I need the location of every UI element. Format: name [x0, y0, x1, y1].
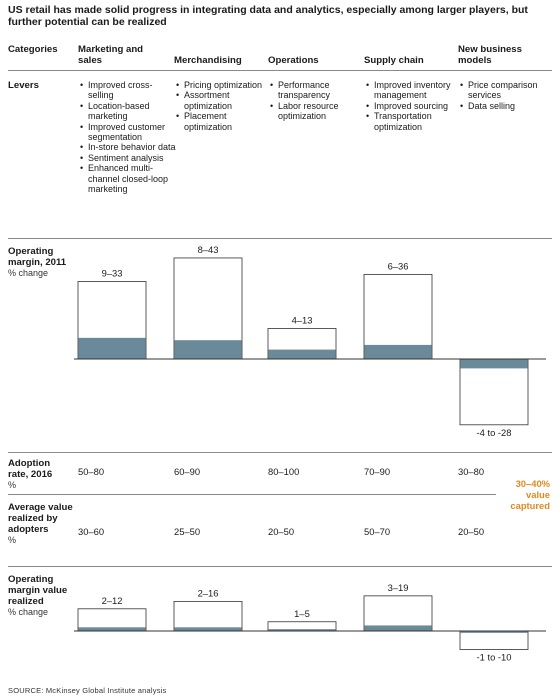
lever-item: Enhanced multi-channel closed-loop marke…: [80, 163, 176, 194]
average-value-label: Average value realized by adopters %: [8, 502, 76, 546]
source-note: SOURCE: McKinsey Global Institute analys…: [8, 686, 167, 695]
margin-realized-data-label: 2–12: [102, 595, 123, 606]
lever-item: Assortment optimization: [176, 90, 268, 111]
chart-title: US retail has made solid progress in int…: [8, 4, 528, 28]
adoption-value: 80–100: [268, 466, 300, 477]
levers-supply-chain: Improved inventory management Improved s…: [364, 80, 458, 132]
margin-2011-bar-low-operations: [268, 349, 336, 359]
margin-2011-data-label: 8–43: [198, 244, 219, 255]
operating-margin-2011-label: Operating margin, 2011 % change: [8, 246, 72, 279]
margin-realized-bar-high-supply-chain: [363, 595, 433, 632]
margin-2011-bar-low-marketing-and-sales: [78, 337, 146, 359]
average-value-unit: %: [8, 535, 17, 545]
column-header-supply-chain: Supply chain: [364, 55, 424, 66]
lever-item: Labor resource optimization: [270, 101, 366, 122]
adoption-value: 70–90: [364, 466, 391, 477]
lever-item: Improved inventory management: [366, 80, 458, 101]
margin-2011-data-label: 9–33: [102, 267, 123, 278]
adoption-value: 30–80: [458, 466, 485, 477]
adoption-value: 50–80: [78, 466, 105, 477]
operating-margin-value-title: Operating margin value realized: [8, 574, 68, 607]
margin-2011-data-label: 4–13: [292, 314, 313, 325]
operating-margin-2011-title: Operating margin, 2011: [8, 246, 67, 268]
divider: [8, 70, 552, 71]
lever-item: Pricing optimization: [176, 80, 268, 91]
adoption-rate-title: Adoption rate, 2016: [8, 458, 53, 480]
margin-realized-bar-low-operations: [268, 629, 336, 631]
value-captured-note: 30–40% value captured: [510, 478, 550, 511]
lever-item: Improved sourcing: [366, 101, 458, 112]
lever-item: Improved cross-selling: [80, 80, 176, 101]
margin-realized-data-label: 1–5: [294, 608, 310, 619]
margin-realized-bar-low-marketing-and-sales: [78, 627, 146, 631]
levers-marketing: Improved cross-selling Location-based ma…: [78, 80, 176, 194]
lever-item: Price comparison services: [460, 80, 558, 101]
margin-2011-bar-low-merchandising: [174, 340, 242, 359]
lever-item: Location-based marketing: [80, 101, 176, 122]
margin-2011-bar-low-supply-chain: [364, 344, 432, 359]
average-value: 20–50: [458, 526, 485, 537]
column-header-marketing: Marketing and sales: [78, 44, 144, 66]
margin-realized-data-label: -1 to -10: [477, 652, 512, 663]
lever-item: Transportation optimization: [366, 111, 458, 132]
margin-realized-bar-high-merchandising: [173, 601, 243, 632]
margin-realized-bar-low-merchandising: [174, 627, 242, 631]
average-value-title: Average value realized by adopters: [8, 502, 73, 535]
divider: [8, 452, 552, 453]
lever-item: Performance transparency: [270, 80, 366, 101]
divider: [8, 566, 552, 567]
margin-2011-bar-low-new-business-models: [460, 359, 528, 369]
divider: [8, 238, 552, 239]
margin-realized-data-label: 2–16: [198, 587, 219, 598]
operating-margin-value-label: Operating margin value realized % change: [8, 574, 72, 618]
column-header-new-business-models: New business models: [458, 44, 522, 66]
adoption-rate-label: Adoption rate, 2016 %: [8, 458, 72, 491]
column-header-merchandising: Merchandising: [174, 55, 242, 66]
margin-realized-data-label: 3–19: [388, 582, 409, 593]
margin-realized-bar-low-supply-chain: [364, 625, 432, 631]
lever-item: Improved customer segmentation: [80, 122, 176, 143]
lever-item: In-store behavior data: [80, 142, 176, 153]
margin-realized-bar-high-new-business-models: [459, 630, 529, 650]
divider: [8, 494, 496, 495]
average-value: 50–70: [364, 526, 391, 537]
operating-margin-value-unit: % change: [8, 607, 49, 617]
levers-merchandising: Pricing optimization Assortment optimiza…: [174, 80, 268, 132]
column-header-operations: Operations: [268, 55, 319, 66]
average-value: 20–50: [268, 526, 295, 537]
lever-item: Data selling: [460, 101, 558, 112]
categories-header: Categories: [8, 44, 58, 55]
average-value: 25–50: [174, 526, 201, 537]
margin-2011-data-label: 6–36: [388, 260, 409, 271]
margin-realized-bar-low-new-business-models: [460, 631, 528, 633]
operating-margin-2011-unit: % change: [8, 268, 49, 278]
levers-new-business-models: Price comparison services Data selling: [458, 80, 558, 112]
lever-item: Sentiment analysis: [80, 153, 176, 164]
adoption-value: 60–90: [174, 466, 201, 477]
adoption-rate-unit: %: [8, 480, 17, 490]
levers-operations: Performance transparency Labor resource …: [268, 80, 366, 122]
levers-label: Levers: [8, 80, 39, 91]
margin-2011-data-label: -4 to -28: [477, 427, 512, 438]
average-value: 30–60: [78, 526, 105, 537]
margin-2011-bar-high-new-business-models: [459, 358, 529, 426]
lever-item: Placement optimization: [176, 111, 268, 132]
